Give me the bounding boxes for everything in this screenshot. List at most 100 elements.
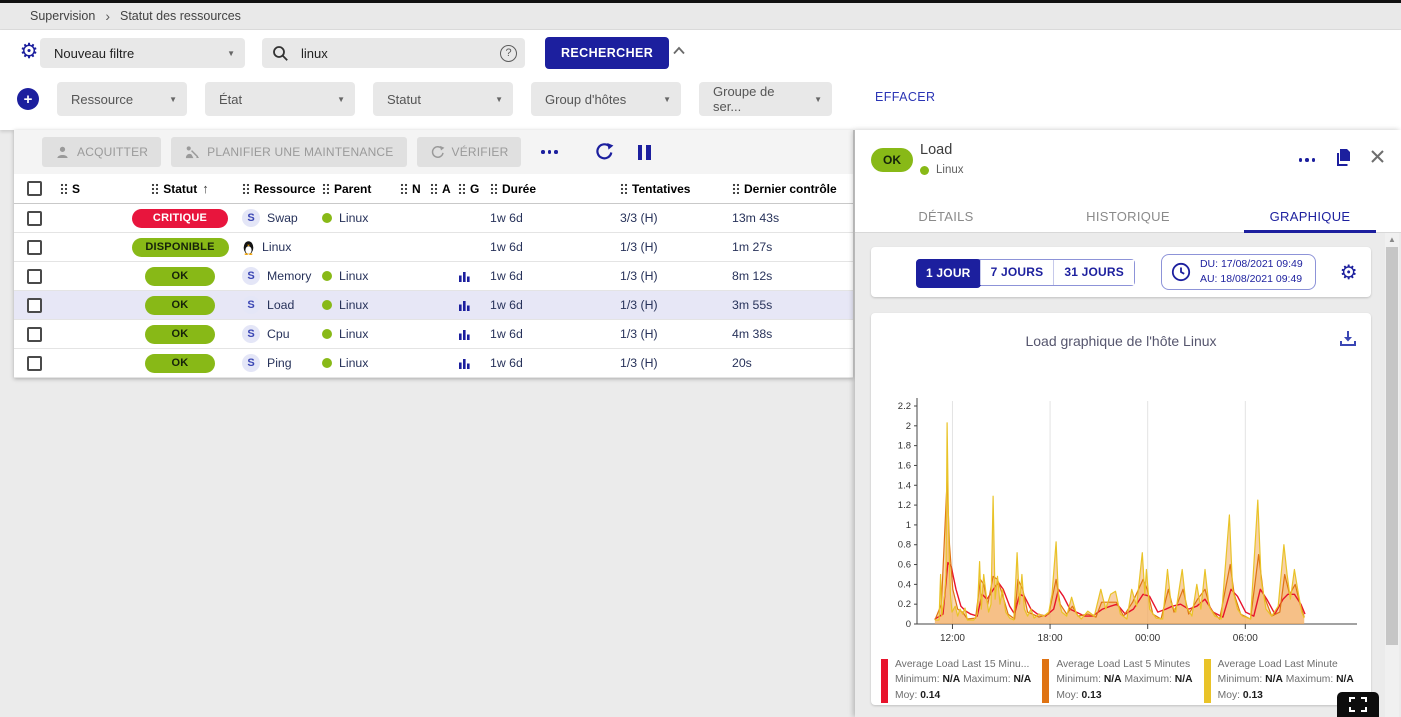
chart-legend: Average Load Last 15 Minu... Minimum: N/…: [881, 657, 1365, 703]
panel-status-badge: OK: [871, 148, 913, 172]
table-row[interactable]: OK S Ping Linux 1w 6d 1/3 (: [14, 349, 853, 378]
criteria-select[interactable]: Statut ▼: [373, 82, 513, 116]
svg-text:12:00: 12:00: [940, 633, 965, 644]
column-grip-icon[interactable]: [732, 183, 739, 194]
criteria-select[interactable]: Group d'hôtes ▼: [531, 82, 681, 116]
row-checkbox[interactable]: [26, 297, 42, 313]
resource-name[interactable]: Swap: [267, 211, 298, 225]
column-grip-icon[interactable]: [322, 183, 329, 194]
resource-detail-panel: OK Load Linux DÉTAILS HISTORIQUE GRAPHIQ…: [855, 130, 1401, 717]
clear-filters-button[interactable]: EFFACER: [875, 90, 936, 104]
resource-name[interactable]: Load: [267, 298, 295, 312]
search-button[interactable]: RECHERCHER: [545, 37, 670, 69]
acknowledge-button[interactable]: ACQUITTER: [42, 137, 162, 167]
resource-name[interactable]: Memory: [267, 269, 312, 283]
column-header[interactable]: S ↑: [54, 182, 118, 196]
filter-settings-gear-icon[interactable]: ⚙: [19, 40, 39, 63]
add-criteria-button[interactable]: +: [17, 88, 39, 110]
parent-name[interactable]: Linux: [339, 211, 369, 225]
column-grip-icon[interactable]: [620, 183, 627, 194]
row-checkbox[interactable]: [26, 326, 42, 342]
column-label: Statut: [163, 181, 198, 196]
table-row[interactable]: OK S Load Linux 1w 6d 1/3 (: [14, 291, 853, 320]
pause-icon[interactable]: [637, 144, 651, 160]
parent-name[interactable]: Linux: [339, 356, 369, 370]
criteria-select[interactable]: État ▼: [205, 82, 355, 116]
resource-name[interactable]: Linux: [262, 240, 292, 254]
table-row[interactable]: DISPONIBLE S Linux 1w 6d 1: [14, 233, 853, 262]
load-chart[interactable]: 0 0.2 0.4 0.6 0.8 1 1.2 1.4 1.6 1.8 2 2.2 12:00 18:00…: [873, 366, 1365, 654]
column-header[interactable]: Dernier contrôle ↑: [726, 182, 853, 196]
chevron-down-icon: ▼: [495, 94, 503, 104]
check-button[interactable]: VÉRIFIER: [416, 137, 522, 167]
more-actions-icon[interactable]: [541, 150, 558, 154]
tab-details[interactable]: DÉTAILS: [918, 208, 974, 224]
table-row[interactable]: OK S Cpu Linux 1w 6d 1/3 (H: [14, 320, 853, 349]
column-header[interactable]: Durée ↑: [484, 182, 614, 196]
column-header[interactable]: Ressource ↑: [236, 182, 316, 196]
time-range-31days-button[interactable]: 31 JOURS: [1053, 259, 1134, 285]
column-grip-icon[interactable]: [400, 183, 407, 194]
resource-name[interactable]: Ping: [267, 356, 292, 370]
column-grip-icon[interactable]: [458, 183, 465, 194]
date-range-picker[interactable]: DU: 17/08/2021 09:49 AU: 18/08/2021 09:4…: [1160, 254, 1316, 290]
row-checkbox[interactable]: [26, 239, 42, 255]
close-icon[interactable]: [1370, 149, 1385, 164]
graph-icon[interactable]: [458, 270, 471, 283]
column-header[interactable]: Parent ↑: [316, 182, 394, 196]
column-grip-icon[interactable]: [490, 183, 497, 194]
parent-status-dot: [322, 358, 332, 368]
graph-icon[interactable]: [458, 299, 471, 312]
help-icon[interactable]: ?: [500, 44, 517, 62]
row-checkbox[interactable]: [26, 355, 42, 371]
time-range-7days-button[interactable]: 7 JOURS: [979, 259, 1054, 285]
saved-filter-select[interactable]: Nouveau filtre ▼: [40, 38, 245, 68]
criteria-label: Group d'hôtes: [545, 91, 627, 107]
parent-status-dot: [322, 271, 332, 281]
graph-icon[interactable]: [458, 357, 471, 370]
tab-graph[interactable]: GRAPHIQUE: [1219, 200, 1401, 233]
parent-name[interactable]: Linux: [339, 269, 369, 283]
search-value: linux: [301, 45, 328, 61]
download-icon[interactable]: [1339, 329, 1357, 347]
svg-text:0: 0: [906, 619, 911, 630]
parent-name[interactable]: Linux: [339, 327, 369, 341]
table-row[interactable]: OK S Memory Linux 1w 6d 1/3: [14, 262, 853, 291]
sort-asc-icon[interactable]: ↑: [202, 181, 209, 196]
graph-settings-gear-icon[interactable]: ⚙: [1339, 261, 1358, 284]
criteria-select[interactable]: Groupe de ser... ▼: [699, 82, 832, 116]
row-checkbox[interactable]: [26, 210, 42, 226]
copy-link-icon[interactable]: [1335, 148, 1353, 167]
tab-history[interactable]: HISTORIQUE: [1086, 208, 1170, 224]
column-header[interactable]: G ↑: [452, 182, 484, 196]
refresh-icon[interactable]: [594, 142, 614, 162]
panel-scrollbar[interactable]: ▲: [1385, 233, 1399, 717]
column-grip-icon[interactable]: [430, 183, 437, 194]
time-range-1day-button[interactable]: 1 JOUR: [916, 258, 981, 288]
chevron-up-icon[interactable]: [672, 46, 686, 55]
graph-icon[interactable]: [458, 328, 471, 341]
scrollbar-up-arrow[interactable]: ▲: [1388, 235, 1396, 244]
downtime-button[interactable]: PLANIFIER UNE MAINTENANCE: [171, 137, 407, 167]
column-grip-icon[interactable]: [151, 183, 159, 194]
criteria-select[interactable]: Ressource ▼: [57, 82, 187, 116]
column-header[interactable]: N ↑: [394, 182, 424, 196]
svg-text:1.4: 1.4: [898, 480, 911, 491]
last-check: 20s: [732, 356, 752, 370]
row-checkbox[interactable]: [26, 268, 42, 284]
scrollbar-thumb[interactable]: [1386, 247, 1398, 645]
parent-name[interactable]: Linux: [339, 298, 369, 312]
column-header[interactable]: A ↑: [424, 182, 452, 196]
column-header[interactable]: Tentatives ↑: [614, 182, 726, 196]
table-row[interactable]: CRITIQUE S Swap Linux 1w 6d: [14, 204, 853, 233]
search-input[interactable]: linux ?: [262, 38, 525, 68]
panel-more-icon[interactable]: [1298, 158, 1315, 162]
breadcrumb-item-supervision[interactable]: Supervision: [30, 9, 96, 23]
legend-swatch: [1042, 659, 1050, 703]
resource-name[interactable]: Cpu: [267, 327, 290, 341]
column-grip-icon[interactable]: [60, 183, 67, 194]
column-header[interactable]: Statut ↑: [118, 181, 236, 196]
column-grip-icon[interactable]: [242, 183, 249, 194]
select-all-checkbox[interactable]: [26, 181, 42, 196]
fullscreen-overlay-icon[interactable]: [1337, 692, 1379, 717]
